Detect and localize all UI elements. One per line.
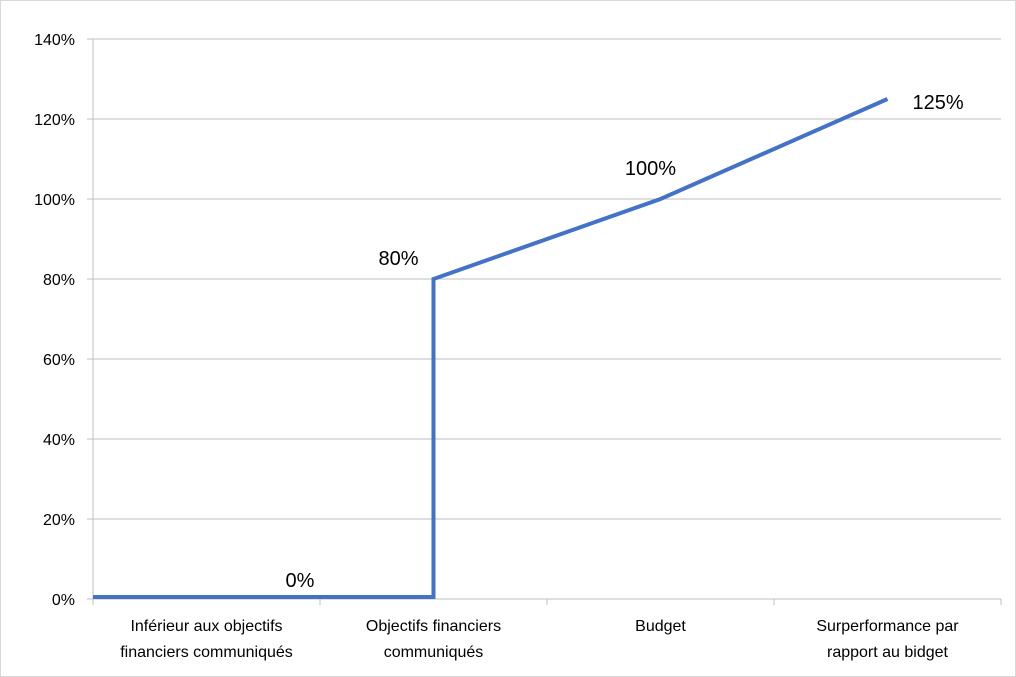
data-label: 0%: [286, 570, 315, 592]
y-tick-label: 60%: [43, 352, 75, 369]
y-tick-label: 80%: [43, 272, 75, 289]
series-line: [93, 97, 889, 599]
y-tick-label: 100%: [34, 192, 75, 209]
y-tick-label: 140%: [34, 32, 75, 49]
data-label: 80%: [378, 248, 418, 270]
data-label: 100%: [625, 158, 676, 180]
data-label: 125%: [913, 92, 964, 114]
y-tick-label: 20%: [43, 512, 75, 529]
x-category-label: Objectifs financiers communiqués: [366, 618, 501, 661]
x-category-label: Budget: [635, 618, 686, 635]
x-category-label: Surperformance par rapport au bidget: [816, 618, 959, 661]
x-category-label: Inférieur aux objectifs financiers commun…: [120, 618, 293, 661]
y-tick-label: 40%: [43, 432, 75, 449]
y-tick-label: 0%: [52, 592, 75, 609]
y-tick-label: 120%: [34, 112, 75, 129]
